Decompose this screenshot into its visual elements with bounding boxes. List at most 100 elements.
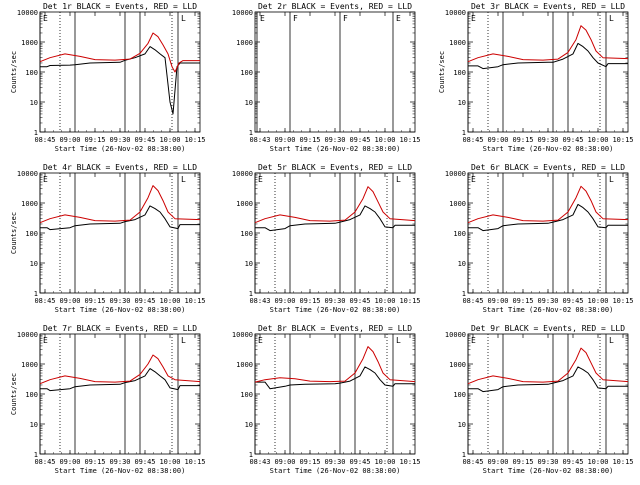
flag-marker-label: L xyxy=(396,336,401,345)
flag-marker-label: L xyxy=(181,175,186,184)
x-tick-label: 08:43 xyxy=(249,297,270,305)
panel-det-5r: Det 5r BLACK = Events, RED = LLD E L 1 10 100… xyxy=(232,163,421,314)
panel-det-8r: Det 8r BLACK = Events, RED = LLD E L 1 10 100… xyxy=(232,324,421,475)
x-tick-label: 09:45 xyxy=(134,136,155,144)
series-lld-line xyxy=(467,185,629,224)
series-lld-line xyxy=(467,347,629,385)
flag-marker-label: E xyxy=(471,336,476,345)
x-tick-label: 09:15 xyxy=(512,297,533,305)
x-tick-label: 09:30 xyxy=(537,297,558,305)
plot-frame xyxy=(39,172,201,294)
y-tick-label: 10 xyxy=(30,99,38,107)
y-tick-label: 1000 xyxy=(449,361,466,369)
y-tick-label: 1 xyxy=(34,290,38,298)
x-tick-label: 10:00 xyxy=(587,136,608,144)
x-tick-label: 09:15 xyxy=(512,458,533,466)
y-tick-label: 10000 xyxy=(232,331,253,339)
flag-marker-label: E xyxy=(43,175,48,184)
x-tick-label: 10:15 xyxy=(612,297,633,305)
x-tick-label: 09:00 xyxy=(59,136,80,144)
x-tick-label: 09:30 xyxy=(109,458,130,466)
flag-marker-label: E xyxy=(471,175,476,184)
x-tick-label: 09:15 xyxy=(299,136,320,144)
flag-marker-label: L xyxy=(609,336,614,345)
x-tick-label: 10:15 xyxy=(184,297,205,305)
x-tick-label: 08:43 xyxy=(249,136,270,144)
x-tick-label: 10:15 xyxy=(399,297,420,305)
y-tick-label: 1000 xyxy=(449,200,466,208)
x-tick-label: 09:00 xyxy=(59,297,80,305)
y-tick-label: 10000 xyxy=(445,9,466,17)
x-tick-label: 10:00 xyxy=(374,297,395,305)
x-tick-label: 08:45 xyxy=(34,136,55,144)
x-tick-label: 08:45 xyxy=(34,458,55,466)
series-lld-line xyxy=(39,354,201,385)
flag-marker-label: L xyxy=(396,175,401,184)
x-tick-label: 09:00 xyxy=(59,458,80,466)
series-lld-line xyxy=(254,346,416,383)
panel-det-3r: Det 3r BLACK = Events, RED = LLD E L 1 10 100… xyxy=(438,2,634,153)
flag-marker-label: E xyxy=(43,336,48,345)
y-axis-label: Counts/sec xyxy=(10,212,18,254)
y-tick-label: 100 xyxy=(453,230,466,238)
x-tick-label: 10:00 xyxy=(159,458,180,466)
plot-frame xyxy=(467,11,629,133)
y-tick-label: 10000 xyxy=(445,170,466,178)
y-tick-label: 1 xyxy=(249,129,253,137)
x-tick-label: 09:15 xyxy=(84,458,105,466)
series-events-line xyxy=(468,203,628,232)
panel-det-1r: Det 1r BLACK = Events, RED = LLD E L 1 10 100… xyxy=(10,2,206,153)
y-tick-label: 10000 xyxy=(17,170,38,178)
y-tick-label: 10000 xyxy=(17,9,38,17)
x-tick-label: 10:00 xyxy=(374,136,395,144)
series-events-line xyxy=(255,205,415,232)
flag-marker-label: F xyxy=(293,14,298,23)
plot-frame xyxy=(254,172,416,294)
x-axis-label: Start Time (26-Nov-02 08:38:00) xyxy=(483,145,614,153)
x-tick-label: 09:30 xyxy=(537,136,558,144)
x-tick-label: 09:00 xyxy=(274,458,295,466)
panel-det-6r: Det 6r BLACK = Events, RED = LLD E L 1 10 100… xyxy=(445,163,634,314)
x-tick-label: 09:45 xyxy=(562,297,583,305)
y-tick-label: 1 xyxy=(249,451,253,459)
y-tick-label: 10 xyxy=(30,421,38,429)
series-lld-line xyxy=(39,32,200,73)
x-tick-label: 09:00 xyxy=(274,297,295,305)
y-tick-label: 1 xyxy=(249,290,253,298)
series-lld-line xyxy=(467,25,629,63)
x-tick-label: 08:45 xyxy=(34,297,55,305)
y-tick-label: 100 xyxy=(240,230,253,238)
x-tick-label: 09:30 xyxy=(109,297,130,305)
panel-det-9r: Det 9r BLACK = Events, RED = LLD E L 1 10 100… xyxy=(445,324,634,475)
flag-marker-label: E xyxy=(258,175,263,184)
x-tick-label: 10:15 xyxy=(399,136,420,144)
x-tick-label: 10:00 xyxy=(587,297,608,305)
y-tick-label: 10000 xyxy=(17,331,38,339)
y-axis-label: Counts/sec xyxy=(10,373,18,415)
y-tick-label: 10000 xyxy=(232,9,253,17)
y-tick-label: 100 xyxy=(240,391,253,399)
x-tick-label: 09:30 xyxy=(109,136,130,144)
y-tick-label: 10 xyxy=(458,99,466,107)
x-tick-label: 10:15 xyxy=(184,136,205,144)
plot-frame xyxy=(254,11,416,133)
x-axis-label: Start Time (26-Nov-02 08:38:00) xyxy=(55,306,186,314)
x-tick-label: 09:45 xyxy=(349,458,370,466)
x-tick-label: 08:45 xyxy=(462,136,483,144)
x-tick-label: 10:15 xyxy=(612,458,633,466)
panel-title: Det 2r BLACK = Events, RED = LLD xyxy=(258,2,412,11)
y-tick-label: 1 xyxy=(462,451,466,459)
panel-title: Det 8r BLACK = Events, RED = LLD xyxy=(258,324,412,333)
flag-marker-label: E xyxy=(43,14,48,23)
y-tick-label: 1000 xyxy=(21,361,38,369)
x-axis-label: Start Time (26-Nov-02 08:38:00) xyxy=(55,145,186,153)
x-tick-label: 09:15 xyxy=(84,136,105,144)
flag-marker-label: L xyxy=(609,175,614,184)
x-tick-label: 09:30 xyxy=(324,458,345,466)
y-tick-label: 1 xyxy=(462,290,466,298)
y-tick-label: 100 xyxy=(25,230,38,238)
y-tick-label: 100 xyxy=(240,69,253,77)
y-tick-label: 100 xyxy=(453,69,466,77)
